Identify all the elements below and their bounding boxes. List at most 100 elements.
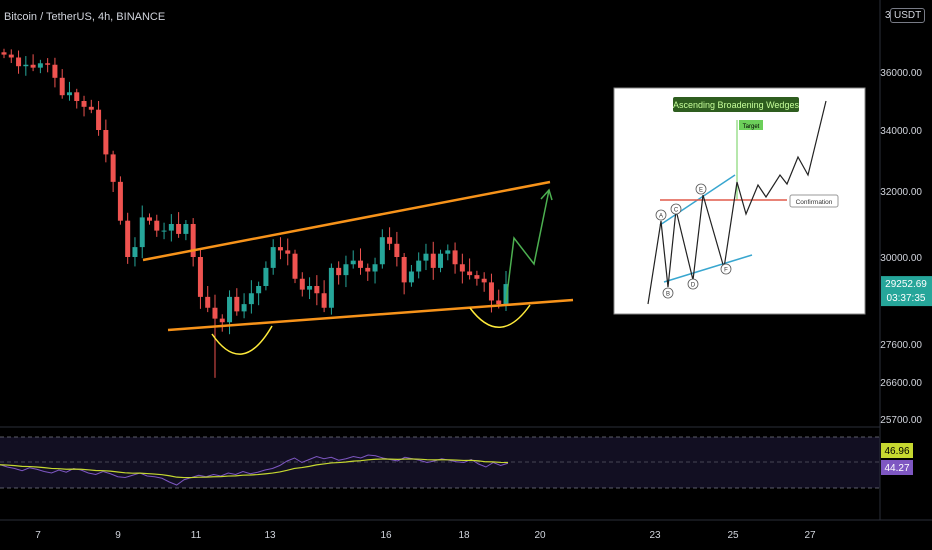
candle-body xyxy=(190,224,196,257)
inset-title: Ascending Broadening Wedges xyxy=(673,100,799,110)
rsi-value-1: 46.96 xyxy=(884,446,909,457)
price-tick-label-cut: 3 xyxy=(885,10,891,21)
candle-body xyxy=(37,63,43,68)
candle-body xyxy=(168,224,174,231)
inset-price-path xyxy=(647,100,827,305)
candle-body xyxy=(365,267,371,272)
candle-body xyxy=(372,264,378,272)
time-tick-label: 20 xyxy=(534,530,546,541)
candle-body xyxy=(1,52,7,55)
candle-body xyxy=(270,247,276,268)
inset-point-marker xyxy=(662,287,674,299)
inset-point-label: B xyxy=(666,292,670,298)
candle-body xyxy=(321,293,327,308)
lower-trendline xyxy=(167,298,574,332)
candle-body xyxy=(401,257,407,283)
inset-title-box xyxy=(673,97,799,112)
rsi-line xyxy=(0,454,509,486)
candle-body xyxy=(416,260,422,272)
inset-lower-line xyxy=(663,254,753,283)
price-tick-label: 30000.00 xyxy=(880,253,922,264)
time-tick-label: 13 xyxy=(264,530,276,541)
time-tick-label: 11 xyxy=(191,530,202,541)
last-price-label: 29252.69 xyxy=(885,279,927,290)
projection-arrowhead xyxy=(540,188,553,201)
candle-body xyxy=(8,54,14,58)
rsi-ma-line xyxy=(0,458,509,479)
wedge-pattern-inset: Ascending Broadening Wedges Target Confirm… xyxy=(613,87,866,315)
inset-point-label: D xyxy=(691,283,696,289)
candle-body xyxy=(248,293,254,305)
candle-body xyxy=(459,264,465,272)
candle-body xyxy=(241,304,247,312)
candle-body xyxy=(52,64,58,78)
candle-body xyxy=(350,260,356,265)
candle-body xyxy=(125,220,131,257)
candle-body xyxy=(357,260,363,268)
candle-body xyxy=(328,267,334,308)
upper-trendline xyxy=(142,180,551,262)
candle-body xyxy=(430,253,436,268)
left-shoulder-arc xyxy=(211,325,273,355)
rsi-value-2: 44.27 xyxy=(884,463,909,474)
candle-body xyxy=(234,296,240,312)
candle-body xyxy=(59,77,65,96)
time-tick-label: 25 xyxy=(727,530,739,541)
inset-point-marker xyxy=(655,209,667,221)
candle-body xyxy=(81,101,87,107)
candle-body xyxy=(147,217,153,221)
inset-point-label: F xyxy=(724,268,728,274)
candle-body xyxy=(379,237,385,265)
candle-body xyxy=(103,130,109,155)
candle-body xyxy=(74,92,80,101)
candle-body xyxy=(219,318,225,323)
price-tick-label: 27600.00 xyxy=(880,340,922,351)
candle-body xyxy=(227,296,233,323)
candle-body xyxy=(488,282,494,301)
candle-body xyxy=(16,57,22,67)
candle-body xyxy=(132,247,138,257)
candle-body xyxy=(423,253,429,261)
candle-body xyxy=(336,267,342,276)
candle-body xyxy=(474,275,480,279)
candle-body xyxy=(408,271,414,283)
price-tick-label: 25700.00 xyxy=(880,415,922,426)
time-tick-label: 23 xyxy=(649,530,661,541)
candle-body xyxy=(45,63,51,65)
currency-button[interactable]: USDT xyxy=(890,8,926,23)
drawings-group xyxy=(142,180,574,355)
candle-body xyxy=(292,253,298,279)
candle-body xyxy=(88,106,94,110)
inset-point-label: E xyxy=(699,188,703,194)
symbol-title: Bitcoin / TetherUS, 4h, BINANCE xyxy=(4,11,166,23)
inset-target-label: Target xyxy=(743,124,760,130)
candle-body xyxy=(117,181,123,221)
candle-body xyxy=(496,300,502,305)
time-tick-label: 7 xyxy=(35,530,41,541)
candle-body xyxy=(30,64,36,68)
candle-body xyxy=(481,278,487,283)
candle-body xyxy=(197,257,203,297)
candle-body xyxy=(277,247,283,251)
inset-point-label: C xyxy=(674,208,679,214)
last-price-badge xyxy=(881,276,932,307)
candle-body xyxy=(343,264,349,276)
candle-body xyxy=(161,230,167,232)
candle-body xyxy=(263,267,269,286)
candle-body xyxy=(96,109,102,130)
candle-body xyxy=(23,64,29,67)
right-shoulder-arc xyxy=(469,304,531,328)
time-tick-label: 9 xyxy=(115,530,121,541)
candle-body xyxy=(212,307,218,319)
inset-point-marker xyxy=(670,203,682,215)
inset-point-label: A xyxy=(659,214,663,220)
candle-body xyxy=(394,243,400,257)
countdown-label: 03:37:35 xyxy=(887,293,926,304)
candle-body xyxy=(205,296,211,308)
candles-group xyxy=(1,48,509,378)
candle-body xyxy=(314,286,320,294)
rsi-value-badge-1 xyxy=(881,443,913,458)
candle-body xyxy=(154,220,160,231)
